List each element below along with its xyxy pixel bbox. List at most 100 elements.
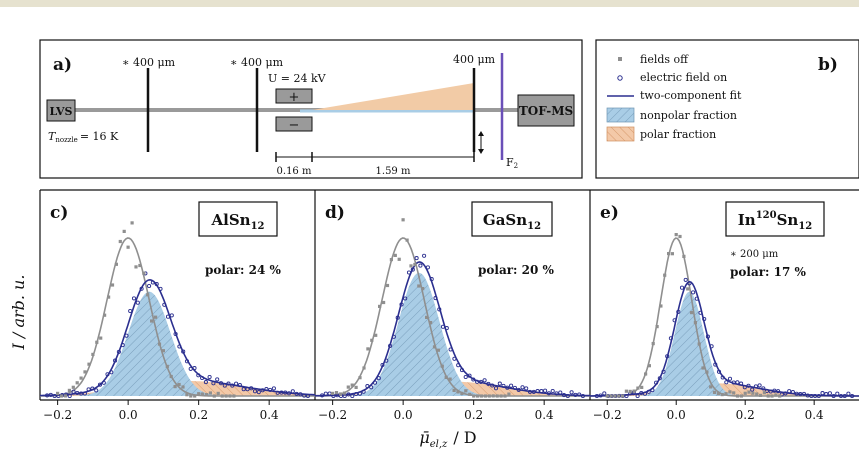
fields-off-point [389,258,393,262]
fields-off-point [107,295,111,299]
fields-off-point [154,315,158,319]
panel-e-aperture: ∗ 200 μm [730,249,779,260]
f2-symbol: F [506,156,514,169]
field-on-point [173,331,178,337]
fields-off-point [735,394,740,398]
field-on-point [268,387,273,392]
panel-d-title-sub: 12 [527,221,541,232]
nozzle-temperature: Tnozzle = 16 K [48,130,119,144]
field-on-point [357,391,362,396]
panel-e-title-box [725,201,825,237]
fields-off-point [659,304,663,308]
fields-off-point [743,391,747,395]
field-on-point [665,354,670,359]
field-on-point [354,391,359,397]
field-on-point [493,386,499,391]
field-on-point [602,391,607,396]
field-on-point [147,283,152,289]
field-on-point [196,373,201,378]
x-tick-label: 0.2 [736,408,755,422]
field-on-point [90,386,95,391]
field-on-point [683,277,688,282]
field-on-point [346,392,351,397]
fields-off-point [421,287,425,291]
fields-off-point [342,391,346,395]
field-on-point [192,366,197,371]
fields-off-point [331,391,335,395]
field-on-point [505,385,510,390]
field-on-point [305,393,310,399]
field-on-point [546,391,551,396]
legend-frame [595,39,859,179]
field-on-point [463,374,468,380]
panel-d-label: d) [325,203,345,223]
legend-polar-swatch [606,126,635,142]
field-on-point [661,369,666,374]
field-on-point [131,296,137,301]
field-on-point [154,282,159,287]
fields-off-point [651,342,655,346]
field-on-point [543,388,548,393]
field-on-point [158,286,163,291]
fields-off-point [670,252,674,256]
fields-off-point [491,394,495,398]
fields-off-point [193,394,197,398]
nonpolar-fraction-area [315,272,590,396]
fields-off-point [640,385,644,389]
field-on-point [824,392,829,397]
field-on-point [709,344,714,349]
fields-off-point [67,388,71,392]
field-on-point [116,349,121,354]
field-on-point [512,385,517,390]
field-on-point [702,316,707,322]
fields-off-point [701,366,705,370]
fields-off-point [350,383,354,387]
nonpolar-fraction-area [40,291,315,396]
two-component-fit-curve [590,280,859,397]
nozzle-temp-symbol: T [48,130,57,143]
field-on-point [724,380,729,385]
field-on-point [113,358,118,363]
field-on-point [380,362,385,368]
fields-off-point [678,234,682,239]
fields-off-point [189,394,193,398]
field-on-point [177,344,182,349]
field-on-point [290,389,295,394]
fields-off-point [440,364,444,368]
field-on-point [639,390,644,396]
field-on-point [286,391,292,396]
nozzle-temp-sub: nozzle [55,136,77,144]
tofms-label: TOF-MS [519,104,573,118]
x-tick-label: 0.4 [535,408,554,422]
field-on-point [650,388,655,393]
fields-off-point [161,349,165,353]
aperture-1-text: 400 μm [133,56,176,69]
panel-e-polar: polar: 17 % [730,265,807,279]
fields-off-point [87,362,91,366]
fields-off-point [204,393,209,397]
legend-panel: b) fields off electric field on two-comp… [595,39,859,179]
fields-off-point [732,391,736,395]
fields-off-point [63,394,68,398]
fields-off-point [370,338,374,342]
field-on-point [437,307,442,312]
fields-off-point [358,376,362,380]
panel-c-label: c) [50,203,68,223]
field-on-point [234,381,239,386]
field-on-point [433,296,438,301]
field-on-point [237,383,242,388]
field-on-point [48,392,53,397]
lvs-label: LVS [50,105,73,118]
fields-off-point [130,221,134,225]
fields-off-point [393,253,397,257]
fields-off-point [774,393,778,397]
fields-off-point [655,325,659,329]
fields-off-point [71,385,75,389]
profile-panels: c) AlSn12 polar: 24 % d) GaSn12 polar: 2… [39,189,859,422]
fields-off-curve [315,237,590,397]
field-on-point [497,381,502,386]
x-axis-symbol: μ̄ [419,428,429,447]
field-on-point [283,390,288,395]
field-on-point [790,390,795,395]
